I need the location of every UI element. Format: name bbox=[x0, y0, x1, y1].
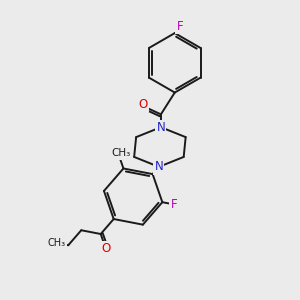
Text: N: N bbox=[157, 121, 165, 134]
Text: CH₃: CH₃ bbox=[47, 238, 66, 248]
Text: O: O bbox=[138, 98, 148, 111]
Text: F: F bbox=[176, 20, 183, 33]
Text: O: O bbox=[101, 242, 110, 256]
Text: F: F bbox=[171, 198, 177, 211]
Text: CH₃: CH₃ bbox=[112, 148, 131, 158]
Text: N: N bbox=[154, 160, 163, 173]
